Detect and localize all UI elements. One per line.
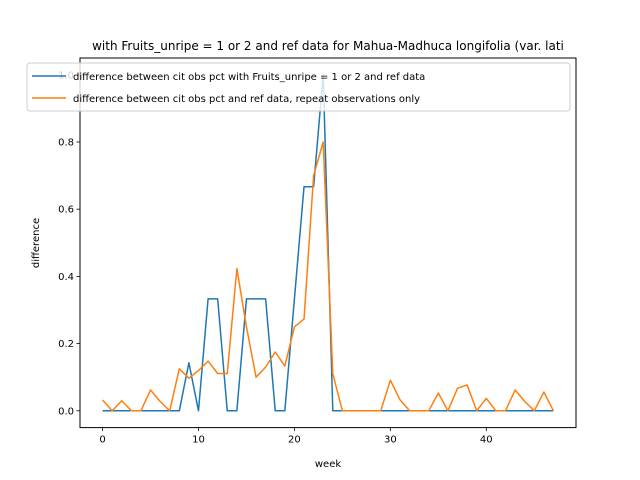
y-tick-label: 0.8 <box>58 138 74 149</box>
x-tick-label: 20 <box>288 435 301 446</box>
chart-title: with Fruits_unripe = 1 or 2 and ref data… <box>92 39 564 53</box>
x-axis: 0 10 20 30 40 <box>99 427 493 446</box>
y-tick-label: 0.6 <box>58 205 74 216</box>
legend-label-1: difference between cit obs pct with Frui… <box>73 72 425 83</box>
x-tick-label: 40 <box>480 435 493 446</box>
series-line-2 <box>101 141 555 412</box>
x-tick-label: 10 <box>192 435 205 446</box>
y-axis-label: difference <box>31 218 42 268</box>
x-tick-label: 30 <box>384 435 397 446</box>
legend-box <box>26 62 571 112</box>
x-tick-label: 0 <box>99 435 105 446</box>
y-tick-label: 0.4 <box>58 272 74 283</box>
series-layer <box>101 74 555 412</box>
y-tick-label: 0.2 <box>58 339 74 350</box>
legend: difference between cit obs pct with Frui… <box>26 62 571 112</box>
plot-frame <box>79 57 577 429</box>
y-tick-label: 0.0 <box>58 406 74 417</box>
x-axis-label: week <box>315 459 341 470</box>
legend-label-2: difference between cit obs pct and ref d… <box>73 94 420 105</box>
